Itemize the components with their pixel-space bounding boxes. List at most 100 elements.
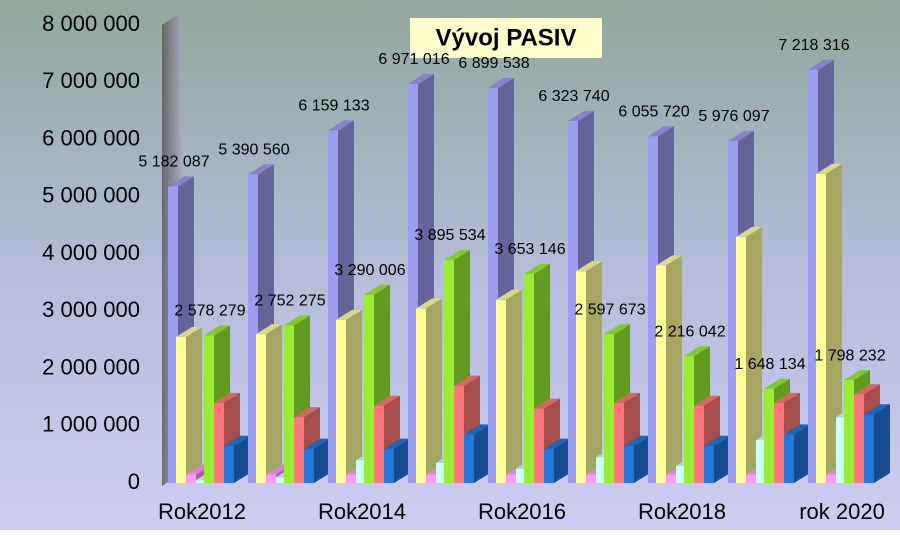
bar-top xyxy=(864,404,890,415)
x-tick-label: Rok2018 xyxy=(638,499,726,524)
data-label: 3 895 534 xyxy=(414,227,485,244)
y-tick-label: 2 000 000 xyxy=(42,354,140,379)
bar-top xyxy=(648,126,674,137)
bar-front xyxy=(276,477,286,483)
bar-top xyxy=(416,298,442,309)
bar-front xyxy=(196,480,206,483)
bar-top-shade xyxy=(694,395,720,406)
bar xyxy=(576,261,602,483)
bar-front xyxy=(408,83,418,483)
bar-top xyxy=(444,249,470,260)
bar-top-shade xyxy=(408,73,434,84)
bar-top xyxy=(488,78,514,89)
bar-side-shade xyxy=(186,327,202,483)
data-label: 2 752 275 xyxy=(254,293,325,310)
bar-front xyxy=(844,380,854,483)
data-label: 1 798 232 xyxy=(814,347,885,364)
bar-side-shade xyxy=(314,438,330,483)
bar xyxy=(864,404,890,483)
bar-top xyxy=(304,438,330,449)
bar-side xyxy=(314,438,330,483)
bar-front xyxy=(524,273,534,483)
y-tick-label: 6 000 000 xyxy=(42,125,140,150)
x-tick-label: Rok2014 xyxy=(318,499,406,524)
data-label: 2 216 042 xyxy=(654,323,725,340)
bar-front xyxy=(336,319,346,483)
bar-top-shade xyxy=(248,164,274,175)
bar-front xyxy=(346,474,356,483)
bar-side xyxy=(746,226,762,483)
bar xyxy=(496,289,522,483)
bar-top-shade xyxy=(604,324,630,335)
bar-top-shade xyxy=(364,284,390,295)
bar-side-shade xyxy=(746,226,762,483)
bar-top-shade xyxy=(844,370,870,381)
y-tick-label: 5 000 000 xyxy=(42,183,140,208)
bar-front xyxy=(304,448,314,483)
bar-front xyxy=(364,294,374,483)
data-label: 6 323 740 xyxy=(538,88,609,105)
bar-front xyxy=(204,335,214,483)
x-tick-label: Rok2016 xyxy=(478,499,566,524)
bar-top-shade xyxy=(808,59,834,70)
bar-front xyxy=(704,445,714,483)
bar-side-shade xyxy=(266,324,282,483)
bar-top xyxy=(728,130,754,141)
bar-front xyxy=(576,271,586,483)
bar-front xyxy=(248,174,258,483)
bar-front xyxy=(666,474,676,483)
bar-top xyxy=(684,346,710,357)
bar-top-shade xyxy=(784,424,810,435)
bar-top-shade xyxy=(416,298,442,309)
bar-top xyxy=(408,73,434,84)
bar-top-shade xyxy=(284,315,310,326)
bar-side xyxy=(794,424,810,483)
y-tick-label: 3 000 000 xyxy=(42,297,140,322)
bar-top-shade xyxy=(224,435,250,446)
bar-front xyxy=(624,445,634,483)
bar-front xyxy=(454,385,464,483)
bar-top-shade xyxy=(736,226,762,237)
bar-side xyxy=(234,435,250,483)
bar-top-shade xyxy=(524,263,550,274)
bar-side-shade xyxy=(234,435,250,483)
bar xyxy=(336,309,362,483)
bar-side xyxy=(874,404,890,483)
bar-front xyxy=(328,130,338,483)
data-label: 2 578 279 xyxy=(174,303,245,320)
bar-front xyxy=(214,402,224,483)
bar-front xyxy=(544,448,554,483)
bar-top xyxy=(336,309,362,320)
bar-side xyxy=(586,261,602,483)
bar-side xyxy=(506,289,522,483)
data-label: 6 159 133 xyxy=(298,98,369,115)
bar-front xyxy=(294,417,304,483)
data-label: 5 390 560 xyxy=(218,142,289,159)
bar-top-shade xyxy=(544,438,570,449)
chart-title: Vývoj PASIV xyxy=(436,24,577,51)
data-label: 7 218 316 xyxy=(778,37,849,54)
bar-top xyxy=(808,59,834,70)
bar-front xyxy=(506,474,516,483)
bar-side xyxy=(554,438,570,483)
bar-front xyxy=(808,69,818,484)
bar-top xyxy=(656,255,682,266)
bar-side-shade xyxy=(714,435,730,483)
bar xyxy=(624,435,650,483)
bar-top-shade xyxy=(304,438,330,449)
bar-top-shade xyxy=(614,392,640,403)
data-label: 3 290 006 xyxy=(334,262,405,279)
bar-front xyxy=(186,474,196,483)
bar-top xyxy=(204,325,230,336)
bar-side-shade xyxy=(474,424,490,483)
bar-top-shade xyxy=(648,126,674,137)
bar-front xyxy=(586,474,596,483)
bar-top xyxy=(374,395,400,406)
bar-front xyxy=(746,474,756,483)
bar-front xyxy=(266,474,276,483)
bar-front xyxy=(816,173,826,483)
bar-front xyxy=(356,460,366,483)
bar-front xyxy=(764,388,774,483)
data-label: 5 182 087 xyxy=(138,154,209,171)
